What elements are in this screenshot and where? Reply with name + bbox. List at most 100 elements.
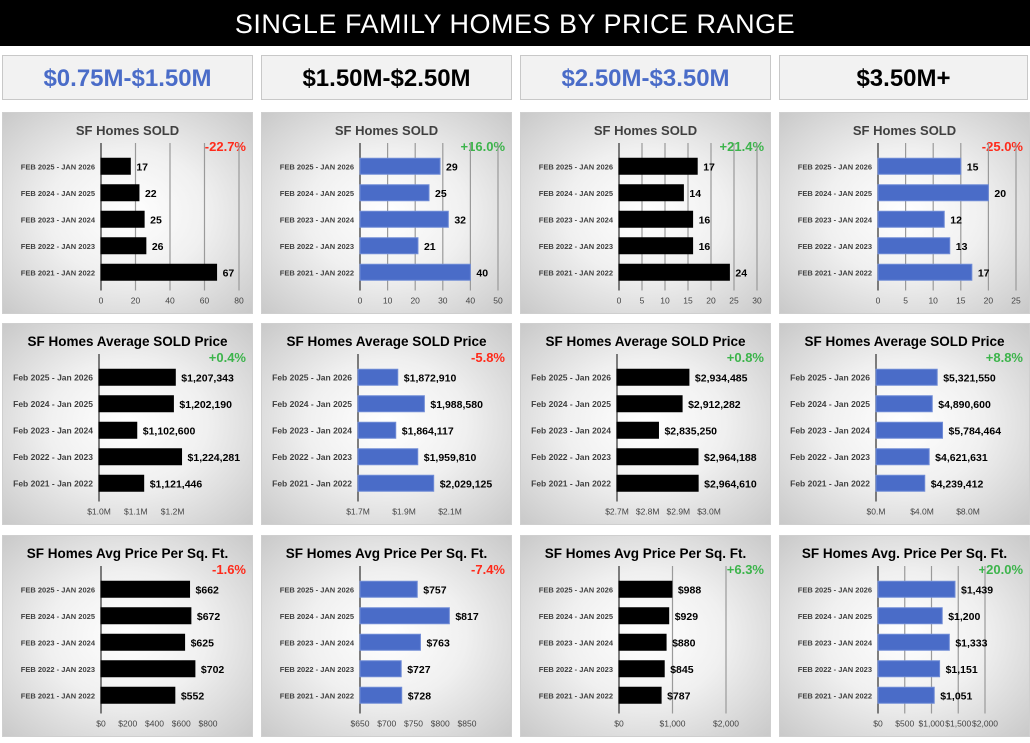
bar-chart: FEB 2025 - JAN 2026 17 FEB 2024 - JAN 2025… <box>539 143 762 306</box>
bar <box>877 633 950 651</box>
category-label: FEB 2021 - JAN 2022 <box>21 268 95 277</box>
category-label: FEB 2023 - JAN 2024 <box>21 215 96 224</box>
data-label: 15 <box>967 161 979 173</box>
x-tick-label: $850 <box>458 719 477 729</box>
bar <box>100 184 140 202</box>
bar <box>618 660 665 678</box>
category-label: Feb 2023 - Jan 2024 <box>790 425 870 435</box>
bar <box>98 448 183 466</box>
x-tick-label: $1,000 <box>919 719 945 729</box>
category-label: Feb 2025 - Jan 2026 <box>13 372 93 382</box>
category-label: FEB 2025 - JAN 2026 <box>280 162 354 171</box>
category-label: FEB 2024 - JAN 2025 <box>21 612 95 621</box>
x-tick-label: $1.7M <box>346 507 370 517</box>
x-tick-label: 30 <box>438 296 448 306</box>
category-label: FEB 2022 - JAN 2023 <box>798 242 872 251</box>
data-label: 14 <box>689 188 701 200</box>
x-tick-label: 40 <box>165 296 175 306</box>
data-label: 16 <box>699 241 711 253</box>
category-label: Feb 2024 - Jan 2025 <box>790 399 870 409</box>
bar <box>359 607 450 625</box>
category-label: FEB 2025 - JAN 2026 <box>798 162 872 171</box>
category-label: Feb 2023 - Jan 2024 <box>531 425 611 435</box>
bar <box>100 660 196 678</box>
bar-chart: Feb 2025 - Jan 2026 $1,207,343 Feb 2024 - … <box>13 354 240 517</box>
x-tick-label: 0 <box>358 296 363 306</box>
bar <box>100 263 218 281</box>
bar <box>877 184 989 202</box>
data-label: 26 <box>152 241 164 253</box>
chart-panel: SF Homes SOLD +21.4% FEB 2025 - JAN 2026 17… <box>520 112 771 314</box>
bar <box>357 448 419 466</box>
tab-price-range-2[interactable]: $1.50M-$2.50M <box>261 55 512 100</box>
category-label: FEB 2022 - JAN 2023 <box>539 242 613 251</box>
x-tick-label: $2.8M <box>636 507 660 517</box>
data-label: $929 <box>675 611 699 623</box>
category-label: FEB 2024 - JAN 2025 <box>798 612 872 621</box>
bar <box>618 607 670 625</box>
change-percent: +16.0% <box>460 139 505 154</box>
chart-title: SF Homes Avg. Price Per Sq. Ft. <box>801 546 1008 561</box>
data-label: $763 <box>426 637 450 649</box>
x-tick-label: $1.1M <box>124 507 148 517</box>
change-percent: -22.7% <box>204 139 246 154</box>
tab-price-range-3[interactable]: $2.50M-$3.50M <box>520 55 771 100</box>
bar <box>877 263 973 281</box>
x-tick-label: $2,000 <box>713 719 739 729</box>
data-label: $625 <box>191 637 215 649</box>
bar <box>616 421 659 439</box>
bar-chart: Feb 2025 - Jan 2026 $1,872,910 Feb 2024 - … <box>272 354 492 517</box>
category-label: FEB 2021 - JAN 2022 <box>21 691 95 700</box>
data-label: $880 <box>672 637 696 649</box>
data-label: $5,321,550 <box>943 372 996 384</box>
x-tick-label: 20 <box>131 296 141 306</box>
bar <box>100 237 147 255</box>
tab-price-range-4[interactable]: $3.50M+ <box>779 55 1028 100</box>
data-label: $1,333 <box>955 637 987 649</box>
x-tick-label: $1,000 <box>660 719 686 729</box>
data-label: $2,934,485 <box>695 372 748 384</box>
chart-panel: SF Homes Avg Price Per Sq. Ft. -7.4% FEB 2… <box>261 535 512 737</box>
bar <box>618 686 662 704</box>
category-label: FEB 2023 - JAN 2024 <box>280 638 355 647</box>
chart-panel: SF Homes Avg Price Per Sq. Ft. +6.3% FEB 2… <box>520 535 771 737</box>
category-label: FEB 2025 - JAN 2026 <box>280 585 354 594</box>
chart-title: SF Homes Average SOLD Price <box>27 334 228 349</box>
bar <box>875 368 938 386</box>
bar-chart: FEB 2025 - JAN 2026 15 FEB 2024 - JAN 2025… <box>798 143 1021 306</box>
category-label: FEB 2023 - JAN 2024 <box>798 215 873 224</box>
category-label: FEB 2022 - JAN 2023 <box>280 242 354 251</box>
x-tick-label: $500 <box>895 719 914 729</box>
data-label: $1,439 <box>961 584 993 596</box>
x-tick-label: 5 <box>640 296 645 306</box>
bar <box>359 237 419 255</box>
change-percent: +20.0% <box>978 562 1023 577</box>
bar <box>618 157 698 175</box>
tab-price-range-1[interactable]: $0.75M-$1.50M <box>2 55 253 100</box>
bar <box>877 237 951 255</box>
bar <box>98 368 176 386</box>
x-tick-label: 25 <box>729 296 739 306</box>
bar <box>359 580 418 598</box>
bar <box>359 686 403 704</box>
bar <box>359 184 430 202</box>
category-label: Feb 2022 - Jan 2023 <box>272 452 352 462</box>
data-label: $1,872,910 <box>404 372 457 384</box>
change-percent: -25.0% <box>981 139 1023 154</box>
chart-title: SF Homes SOLD <box>75 123 180 138</box>
category-label: FEB 2024 - JAN 2025 <box>21 189 95 198</box>
change-percent: +8.8% <box>985 350 1023 365</box>
data-label: $787 <box>667 690 691 702</box>
bar <box>875 395 933 413</box>
category-label: FEB 2022 - JAN 2023 <box>798 665 872 674</box>
data-label: 12 <box>950 214 962 226</box>
bar <box>359 633 421 651</box>
x-tick-label: 10 <box>660 296 670 306</box>
category-label: FEB 2022 - JAN 2023 <box>280 665 354 674</box>
x-tick-label: 0 <box>99 296 104 306</box>
bar <box>877 580 956 598</box>
category-label: Feb 2025 - Jan 2026 <box>272 372 352 382</box>
category-label: Feb 2024 - Jan 2025 <box>13 399 93 409</box>
category-label: FEB 2022 - JAN 2023 <box>21 242 95 251</box>
data-label: $4,239,412 <box>931 478 984 490</box>
